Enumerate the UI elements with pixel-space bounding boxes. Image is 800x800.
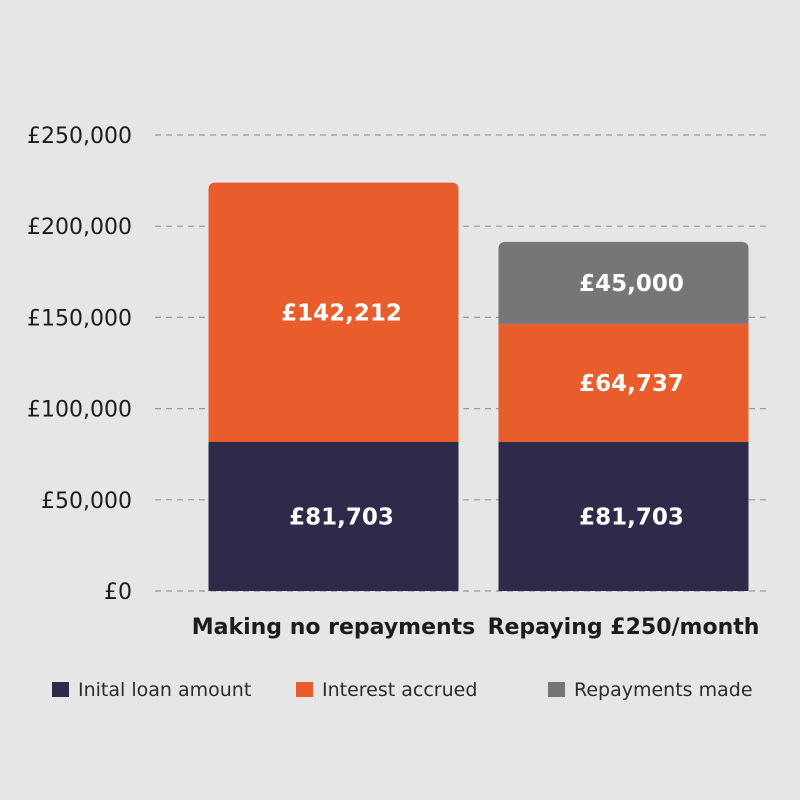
y-tick-label: £150,000 [27,306,132,331]
data-label: £45,000 [579,271,684,297]
data-label: £64,737 [579,371,684,397]
x-axis-category-labels: Making no repayments Repaying £250/month [192,615,760,640]
bar-segment [498,441,749,591]
y-axis-tick-labels: £0 £50,000 £100,000 £150,000 £200,000 £250,00… [27,124,132,605]
x-category-label: Repaying £250/month [488,615,760,640]
data-label: £142,212 [281,300,402,326]
bars: £81,703 £142,212 £81,703 £64,737 £45,000 [208,182,749,591]
data-label: £81,703 [579,504,684,530]
bar-segment [208,182,459,442]
y-tick-label: £250,000 [27,124,132,149]
y-tick-label: £0 [104,580,132,605]
y-tick-label: £50,000 [41,489,132,514]
legend-swatch [296,682,313,697]
data-label: £81,703 [289,504,394,530]
y-tick-label: £200,000 [27,215,132,240]
legend-label: Interest accrued [322,679,477,701]
x-category-label: Making no repayments [192,615,476,640]
legend-swatch [548,682,565,697]
legend-label: Repayments made [574,679,753,701]
y-tick-label: £100,000 [27,398,132,423]
legend-label: Inital loan amount [78,679,251,701]
bar-segment [498,241,749,324]
bar-segment [208,441,459,591]
legend-swatch [52,682,69,697]
bar-segment [498,323,749,442]
legend: Inital loan amount Interest accrued Repaym… [52,679,753,701]
